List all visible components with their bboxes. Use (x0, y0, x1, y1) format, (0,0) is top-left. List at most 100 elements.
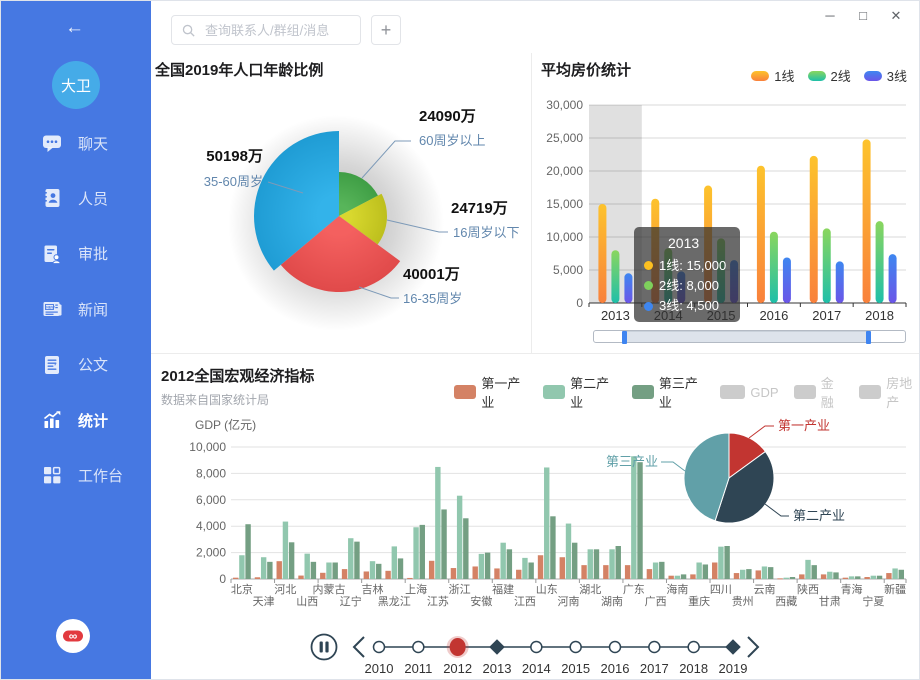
gdp-bar-第二产业-天津[interactable] (260, 557, 267, 579)
timeline-label-2010[interactable]: 2010 (365, 661, 394, 676)
timeline-node-2019[interactable] (725, 639, 741, 655)
datazoom-handle-left[interactable] (622, 331, 628, 344)
gdp-bar-第二产业-湖南[interactable] (609, 549, 615, 579)
pie-slice-16周岁以下[interactable] (339, 193, 387, 245)
pie-slice-60周岁以上[interactable] (339, 172, 378, 216)
gdp-bar-第二产业-宁夏[interactable] (870, 575, 877, 579)
legend-item-1线[interactable]: 1线 (751, 66, 795, 85)
housing-bar-1线-2013[interactable] (598, 204, 607, 303)
housing-bar-1线-2016[interactable] (756, 165, 765, 303)
chevron-right-icon[interactable] (747, 636, 760, 658)
gdp-bar-第二产业-贵州[interactable] (739, 569, 746, 579)
gdp-bar-第三产业-北京[interactable] (245, 524, 251, 579)
legend-item-GDP[interactable]: GDP (720, 385, 779, 400)
legend-item-2线[interactable]: 2线 (807, 66, 851, 85)
gdp-bar-第二产业-四川[interactable] (718, 546, 724, 579)
timeline-node-2018[interactable] (687, 640, 700, 654)
housing-bar-1线-2017[interactable] (809, 155, 818, 303)
gdp-bar-第一产业-广西[interactable] (646, 569, 653, 579)
gdp-bar-第二产业-浙江[interactable] (456, 495, 463, 579)
gdp-bar-第二产业-辽宁[interactable] (348, 538, 354, 579)
gdp-bar-第三产业-湖北[interactable] (593, 549, 600, 579)
gdp-bar-第二产业-青海[interactable] (848, 576, 855, 579)
gdp-bar-第三产业-江苏[interactable] (441, 509, 447, 579)
pie-slice-16-35周岁[interactable] (280, 216, 401, 292)
sidebar-item-新闻[interactable]: NEW 新闻 (41, 295, 108, 323)
housing-bar-2线-2013[interactable] (611, 250, 620, 303)
timeline-label-2017[interactable]: 2017 (640, 661, 669, 676)
sidebar-item-公文[interactable]: * 公文 (41, 351, 108, 379)
gdp-bar-第二产业-云南[interactable] (761, 566, 768, 579)
timeline-label-2012[interactable]: 2012 (443, 661, 472, 676)
gdp-bar-第三产业-新疆[interactable] (898, 569, 905, 579)
gdp-bar-第二产业-吉林[interactable] (369, 561, 376, 579)
timeline-node-2011[interactable] (412, 640, 425, 654)
gdp-bar-第一产业-海南[interactable] (668, 575, 674, 579)
gdp-bar-第三产业-河北[interactable] (288, 542, 295, 579)
add-button[interactable]: + (371, 15, 401, 45)
gdp-bar-第二产业-湖北[interactable] (587, 549, 593, 579)
gdp-bar-第二产业-广东[interactable] (631, 456, 637, 579)
housing-bar-3线-2017[interactable] (835, 261, 844, 303)
gdp-bar-第一产业-浙江[interactable] (450, 568, 457, 579)
timeline-node-2010[interactable] (372, 640, 386, 654)
gdp-bar-第二产业-河北[interactable] (282, 521, 289, 579)
gdp-bar-第三产业-西藏[interactable] (789, 577, 796, 579)
timeline-node-2017[interactable] (648, 640, 661, 654)
gdp-bar-第一产业-江苏[interactable] (428, 560, 435, 579)
gdp-bar-第三产业-浙江[interactable] (463, 518, 469, 579)
back-button[interactable]: ← (65, 17, 84, 38)
gdp-bar-第三产业-江西[interactable] (528, 562, 534, 580)
gdp-bar-第二产业-上海[interactable] (413, 527, 419, 579)
gdp-bar-第三产业-黑龙江[interactable] (397, 558, 404, 579)
gdp-bar-第三产业-甘肃[interactable] (833, 572, 839, 579)
gdp-bar-第一产业-青海[interactable] (842, 577, 849, 579)
gdp-bar-第三产业-安徽[interactable] (484, 552, 491, 579)
gdp-bar-第三产业-上海[interactable] (419, 524, 425, 579)
gdp-bar-第一产业-上海[interactable] (407, 577, 413, 579)
timeline-node-2016[interactable] (608, 640, 622, 654)
gdp-bar-第三产业-内蒙古[interactable] (332, 562, 338, 580)
gdp-bar-第二产业-河南[interactable] (565, 523, 572, 579)
timeline-label-2015[interactable]: 2015 (561, 661, 590, 676)
gdp-bar-第三产业-重庆[interactable] (702, 564, 709, 579)
gdp-bar-第一产业-河北[interactable] (276, 561, 282, 579)
gdp-bar-第三产业-海南[interactable] (680, 574, 687, 579)
timeline-label-2018[interactable]: 2018 (679, 661, 708, 676)
housing-bar-3线-2013[interactable] (624, 273, 633, 303)
gdp-bar-第二产业-广西[interactable] (652, 562, 659, 580)
gdp-bar-第三产业-广东[interactable] (637, 462, 643, 579)
maximize-icon[interactable]: □ (859, 8, 867, 23)
gdp-bar-第三产业-山西[interactable] (310, 561, 317, 579)
gdp-bar-第三产业-天津[interactable] (267, 561, 273, 579)
gdp-bar-第三产业-辽宁[interactable] (354, 541, 360, 579)
legend-item-房地产[interactable]: 房地产 (858, 373, 919, 411)
timeline-label-2019[interactable]: 2019 (719, 661, 748, 676)
avatar[interactable]: 大卫 (52, 61, 100, 109)
timeline-label-2014[interactable]: 2014 (522, 661, 551, 676)
gdp-bar-第一产业-山西[interactable] (298, 575, 304, 579)
housing-bar-2线-2016[interactable] (769, 231, 778, 303)
gdp-bar-第三产业-湖南[interactable] (615, 546, 621, 579)
gdp-bar-第二产业-福建[interactable] (500, 542, 506, 579)
gdp-bar-第一产业-天津[interactable] (254, 577, 261, 579)
gdp-bar-第一产业-云南[interactable] (755, 570, 761, 579)
gdp-bar-第三产业-山东[interactable] (550, 516, 556, 579)
gdp-bar-第二产业-江西[interactable] (522, 557, 528, 579)
legend-item-第一产业[interactable]: 第一产业 (454, 373, 528, 411)
gdp-bar-第二产业-黑龙江[interactable] (391, 546, 398, 579)
gdp-bar-第二产业-甘肃[interactable] (827, 571, 833, 579)
gdp-bar-第二产业-陕西[interactable] (805, 559, 811, 579)
gdp-bar-第一产业-黑龙江[interactable] (385, 570, 391, 579)
sidebar-item-人员[interactable]: 人员 (41, 184, 108, 212)
timeline-node-2015[interactable] (569, 640, 582, 654)
gdp-bar-第三产业-福建[interactable] (506, 549, 513, 579)
gdp-bar-第一产业-陕西[interactable] (799, 574, 805, 579)
sidebar-item-审批[interactable]: 审批 (41, 240, 108, 268)
chevron-left-icon[interactable] (352, 636, 365, 658)
gdp-bar-第三产业-云南[interactable] (767, 567, 774, 579)
gdp-bar-第三产业-四川[interactable] (724, 546, 730, 579)
gdp-bar-第一产业-宁夏[interactable] (864, 577, 870, 579)
gdp-bar-第一产业-新疆[interactable] (886, 573, 892, 579)
gdp-bar-第一产业-河南[interactable] (559, 557, 565, 579)
